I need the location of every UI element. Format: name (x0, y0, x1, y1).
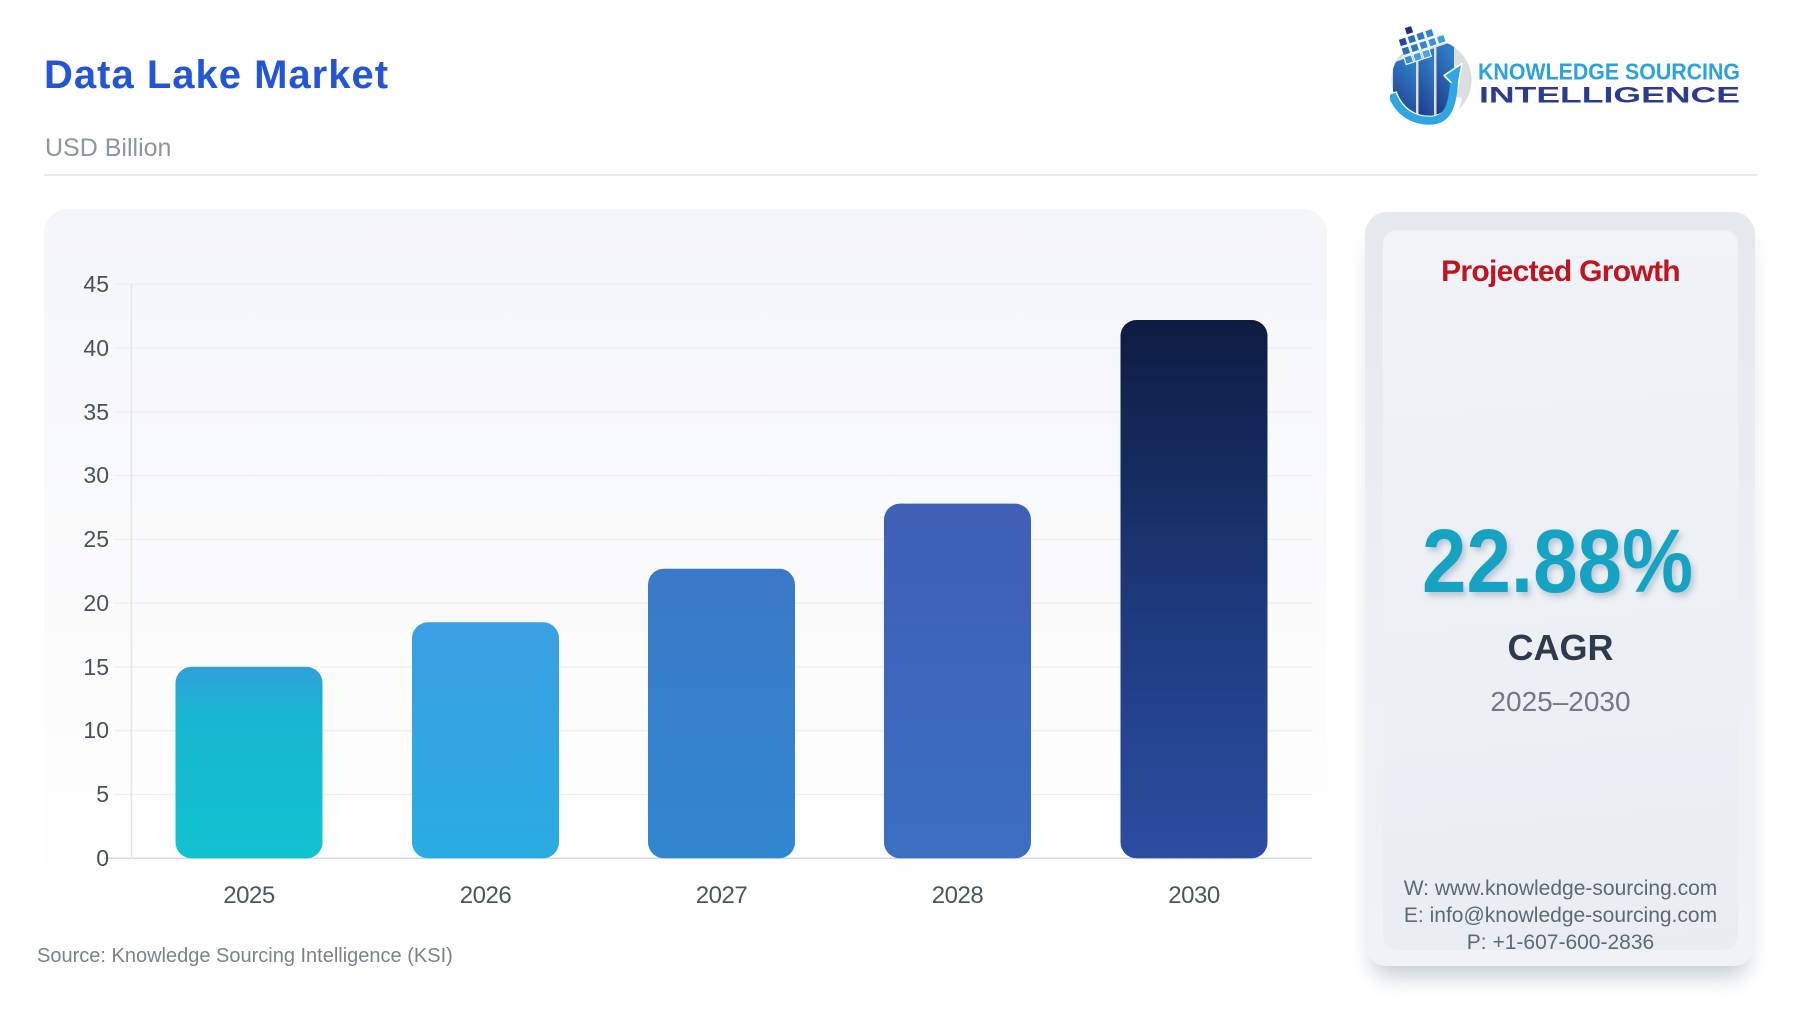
svg-text:45: 45 (83, 271, 109, 297)
svg-text:40: 40 (83, 335, 109, 361)
svg-text:25: 25 (83, 526, 109, 552)
svg-text:35: 35 (83, 399, 109, 425)
svg-text:5: 5 (96, 781, 109, 807)
svg-text:30: 30 (83, 462, 109, 488)
svg-text:10: 10 (83, 717, 109, 743)
svg-text:15: 15 (83, 654, 109, 680)
svg-text:0: 0 (96, 845, 109, 871)
svg-text:INTELLIGENCE: INTELLIGENCE (1479, 83, 1740, 108)
svg-text:2027: 2027 (696, 882, 748, 909)
svg-text:Source: Knowledge Sourcing Int: Source: Knowledge Sourcing Intelligence … (37, 945, 453, 967)
svg-text:2025: 2025 (223, 882, 275, 909)
svg-text:20: 20 (83, 590, 109, 616)
svg-text:22.88%: 22.88% (1422, 512, 1693, 612)
svg-text:KNOWLEDGE SOURCING: KNOWLEDGE SOURCING (1478, 59, 1740, 85)
svg-text:2026: 2026 (460, 882, 512, 909)
svg-text:2028: 2028 (932, 882, 984, 909)
svg-text:2030: 2030 (1168, 882, 1220, 909)
